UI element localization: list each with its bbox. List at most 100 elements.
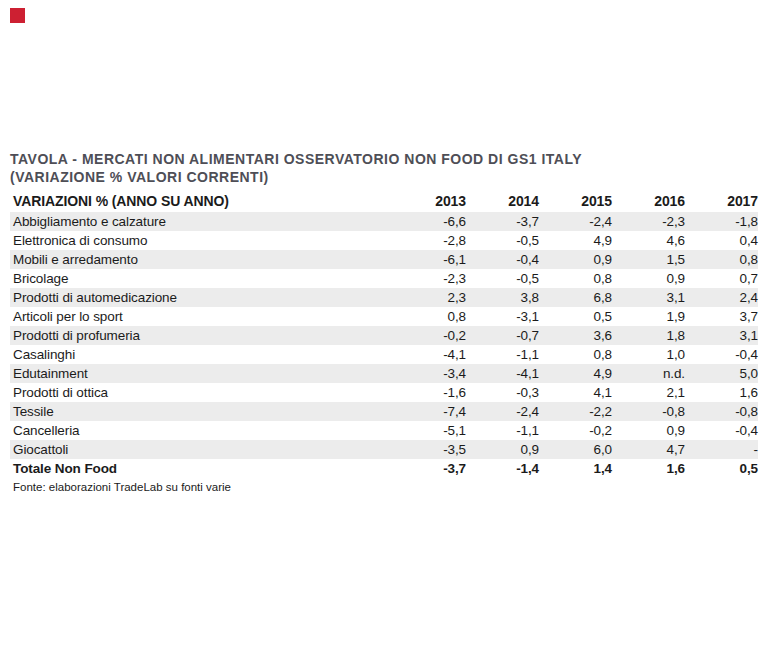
value-cell: 3,1: [685, 326, 758, 345]
table-row: Articoli per lo sport0,8-3,10,51,93,7: [10, 307, 758, 326]
value-cell: 3,7: [685, 307, 758, 326]
table-title-line1: TAVOLA - MERCATI NON ALIMENTARI OSSERVAT…: [10, 150, 758, 168]
value-cell: -4,1: [393, 345, 466, 364]
value-cell: -3,1: [466, 307, 539, 326]
row-label: Prodotti di automedicazione: [10, 288, 393, 307]
value-cell: -5,1: [393, 421, 466, 440]
value-cell: -0,4: [685, 421, 758, 440]
value-cell: 4,1: [539, 383, 612, 402]
value-cell: 2,1: [612, 383, 685, 402]
value-cell: -2,2: [539, 402, 612, 421]
row-label: Cancelleria: [10, 421, 393, 440]
value-cell: -6,6: [393, 212, 466, 231]
header-year-columns: 20132014201520162017: [393, 191, 758, 211]
value-cell: 0,9: [612, 421, 685, 440]
value-cell: -3,4: [393, 364, 466, 383]
page: TAVOLA - MERCATI NON ALIMENTARI OSSERVAT…: [0, 0, 770, 656]
value-cell: -0,4: [685, 345, 758, 364]
value-cell: 6,0: [539, 440, 612, 459]
row-label: Prodotti di profumeria: [10, 326, 393, 345]
row-label: Abbigliamento e calzature: [10, 212, 393, 231]
value-cell: 1,4: [539, 459, 612, 478]
value-cell: -1,8: [685, 212, 758, 231]
non-food-markets-table: TAVOLA - MERCATI NON ALIMENTARI OSSERVAT…: [10, 150, 758, 493]
table-row: Casalinghi-4,1-1,10,81,0-0,4: [10, 345, 758, 364]
value-cell: -1,4: [466, 459, 539, 478]
value-cell: 0,5: [539, 307, 612, 326]
value-cell: -1,1: [466, 345, 539, 364]
year-header: 2013: [393, 191, 466, 211]
value-cell: 0,9: [539, 250, 612, 269]
value-cell: -7,4: [393, 402, 466, 421]
value-cell: 0,8: [393, 307, 466, 326]
row-label: Tessile: [10, 402, 393, 421]
value-cell: -0,8: [612, 402, 685, 421]
value-cell: -2,4: [539, 212, 612, 231]
brand-red-square: [10, 8, 25, 23]
value-cell: 0,5: [685, 459, 758, 478]
value-cell: -0,3: [466, 383, 539, 402]
value-cell: -2,4: [466, 402, 539, 421]
value-cell: 4,6: [612, 231, 685, 250]
value-cell: 1,6: [612, 459, 685, 478]
value-cell: -2,3: [612, 212, 685, 231]
value-cell: -0,5: [466, 231, 539, 250]
value-cell: -2,3: [393, 269, 466, 288]
table-row: Prodotti di automedicazione2,33,86,83,12…: [10, 288, 758, 307]
value-cell: 0,8: [539, 345, 612, 364]
value-cell: 3,6: [539, 326, 612, 345]
table-row: Totale Non Food-3,7-1,41,41,60,5: [10, 459, 758, 478]
value-cell: -2,8: [393, 231, 466, 250]
value-cell: -3,5: [393, 440, 466, 459]
row-label: Bricolage: [10, 269, 393, 288]
row-label: Mobili e arredamento: [10, 250, 393, 269]
value-cell: 4,9: [539, 364, 612, 383]
value-cell: 0,7: [685, 269, 758, 288]
value-cell: -0,5: [466, 269, 539, 288]
value-cell: 5,0: [685, 364, 758, 383]
value-cell: 0,4: [685, 231, 758, 250]
table-row: Bricolage-2,3-0,50,80,90,7: [10, 269, 758, 288]
row-label: Edutainment: [10, 364, 393, 383]
value-cell: 3,8: [466, 288, 539, 307]
value-cell: -0,4: [466, 250, 539, 269]
value-cell: 2,4: [685, 288, 758, 307]
value-cell: 1,5: [612, 250, 685, 269]
value-cell: 0,8: [539, 269, 612, 288]
table-row: Prodotti di ottica-1,6-0,34,12,11,6: [10, 383, 758, 402]
value-cell: 0,9: [612, 269, 685, 288]
row-label: Elettronica di consumo: [10, 231, 393, 250]
value-cell: 4,9: [539, 231, 612, 250]
value-cell: 1,0: [612, 345, 685, 364]
row-label: Giocattoli: [10, 440, 393, 459]
value-cell: -3,7: [393, 459, 466, 478]
value-cell: n.d.: [612, 364, 685, 383]
value-cell: -6,1: [393, 250, 466, 269]
value-cell: 6,8: [539, 288, 612, 307]
value-cell: -1,6: [393, 383, 466, 402]
year-header: 2016: [612, 191, 685, 211]
value-cell: -3,7: [466, 212, 539, 231]
value-cell: -4,1: [466, 364, 539, 383]
value-cell: 4,7: [612, 440, 685, 459]
table-title-line2: (VARIAZIONE % VALORI CORRENTI): [10, 168, 758, 186]
value-cell: -0,7: [466, 326, 539, 345]
row-label: Prodotti di ottica: [10, 383, 393, 402]
header-row-label: VARIAZIONI % (ANNO SU ANNO): [10, 191, 393, 211]
year-header: 2017: [685, 191, 758, 211]
value-cell: 1,9: [612, 307, 685, 326]
table-source-note: Fonte: elaborazioni TradeLab su fonti va…: [10, 481, 758, 493]
table-row: Elettronica di consumo-2,8-0,54,94,60,4: [10, 231, 758, 250]
value-cell: 0,8: [685, 250, 758, 269]
value-cell: -0,2: [539, 421, 612, 440]
year-header: 2014: [466, 191, 539, 211]
value-cell: 2,3: [393, 288, 466, 307]
row-label: Totale Non Food: [10, 459, 393, 478]
value-cell: -: [685, 440, 758, 459]
table-header-row: VARIAZIONI % (ANNO SU ANNO) 201320142015…: [10, 191, 758, 211]
table-row: Mobili e arredamento-6,1-0,40,91,50,8: [10, 250, 758, 269]
table-row: Tessile-7,4-2,4-2,2-0,8-0,8: [10, 402, 758, 421]
table-title: TAVOLA - MERCATI NON ALIMENTARI OSSERVAT…: [10, 150, 758, 186]
value-cell: 1,6: [685, 383, 758, 402]
row-label: Casalinghi: [10, 345, 393, 364]
